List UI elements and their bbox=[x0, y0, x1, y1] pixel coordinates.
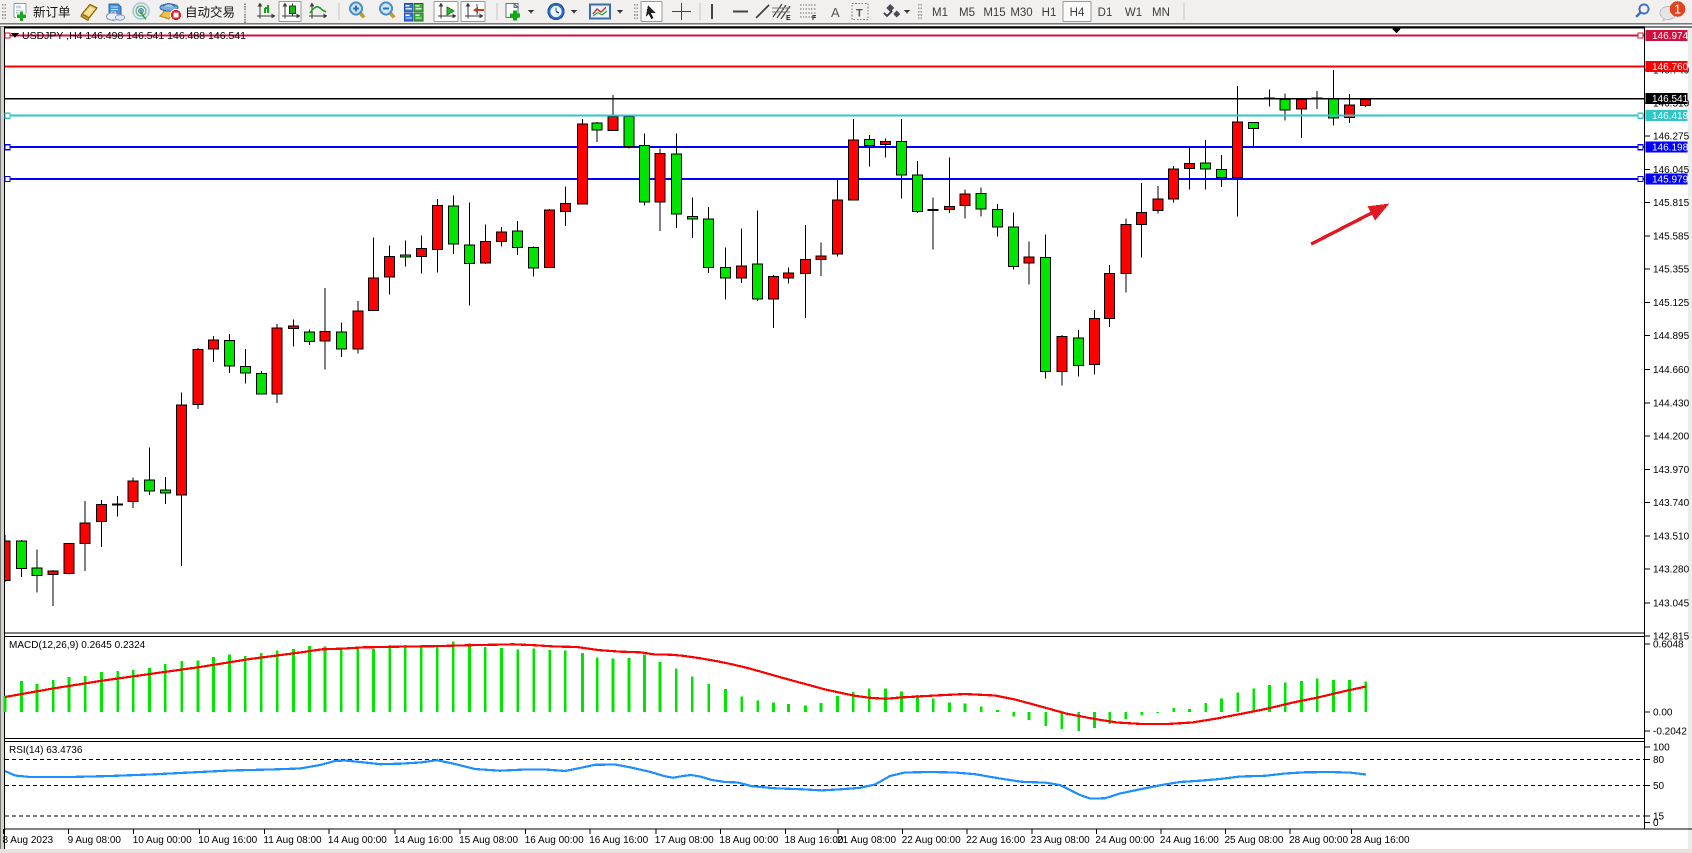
svg-text:28 Aug 00:00: 28 Aug 00:00 bbox=[1289, 835, 1348, 846]
svg-text:50: 50 bbox=[1653, 781, 1665, 792]
svg-text:80: 80 bbox=[1653, 755, 1665, 766]
svg-text:新订单: 新订单 bbox=[33, 5, 71, 20]
svg-text:145.815: 145.815 bbox=[1653, 198, 1690, 209]
svg-text:E: E bbox=[786, 15, 791, 22]
svg-text:1: 1 bbox=[1674, 2, 1681, 17]
svg-text:H4: H4 bbox=[1070, 7, 1085, 19]
svg-text:H1: H1 bbox=[1042, 7, 1057, 19]
svg-text:D1: D1 bbox=[1098, 7, 1113, 19]
svg-text:MACD(12,26,9) 0.2645 0.2324: MACD(12,26,9) 0.2645 0.2324 bbox=[9, 640, 146, 651]
svg-text:15: 15 bbox=[1653, 812, 1665, 823]
svg-text:146.198: 146.198 bbox=[1652, 143, 1689, 154]
svg-text:28 Aug 16:00: 28 Aug 16:00 bbox=[1351, 835, 1410, 846]
svg-text:144.200: 144.200 bbox=[1653, 432, 1690, 443]
svg-text:A: A bbox=[831, 5, 840, 20]
svg-text:0: 0 bbox=[1653, 818, 1659, 829]
svg-text:143.280: 143.280 bbox=[1653, 565, 1690, 576]
svg-text:23 Aug 08:00: 23 Aug 08:00 bbox=[1031, 835, 1090, 846]
svg-text:100: 100 bbox=[1653, 743, 1670, 754]
svg-text:145.979: 145.979 bbox=[1652, 175, 1689, 186]
svg-text:自动交易: 自动交易 bbox=[185, 5, 235, 20]
svg-text:MN: MN bbox=[1152, 7, 1170, 19]
svg-text:22 Aug 00:00: 22 Aug 00:00 bbox=[902, 835, 961, 846]
svg-text:146.510: 146.510 bbox=[1653, 99, 1690, 110]
svg-text:145.125: 145.125 bbox=[1653, 298, 1690, 309]
svg-text:25 Aug 08:00: 25 Aug 08:00 bbox=[1225, 835, 1284, 846]
svg-text:M5: M5 bbox=[959, 7, 975, 19]
svg-text:24 Aug 00:00: 24 Aug 00:00 bbox=[1095, 835, 1154, 846]
svg-text:145.585: 145.585 bbox=[1653, 231, 1690, 242]
svg-text:17 Aug 08:00: 17 Aug 08:00 bbox=[655, 835, 714, 846]
svg-text:144.895: 144.895 bbox=[1653, 331, 1690, 342]
svg-text:9 Aug 08:00: 9 Aug 08:00 bbox=[68, 835, 122, 846]
svg-text:14 Aug 00:00: 14 Aug 00:00 bbox=[328, 835, 387, 846]
svg-text:22 Aug 16:00: 22 Aug 16:00 bbox=[966, 835, 1025, 846]
svg-text:146.418: 146.418 bbox=[1652, 111, 1689, 122]
svg-text:11 Aug 08:00: 11 Aug 08:00 bbox=[263, 835, 322, 846]
svg-text:18 Aug 00:00: 18 Aug 00:00 bbox=[719, 835, 778, 846]
svg-text:143.970: 143.970 bbox=[1653, 465, 1690, 476]
svg-text:146.045: 146.045 bbox=[1653, 165, 1690, 176]
svg-text:10 Aug 00:00: 10 Aug 00:00 bbox=[133, 835, 192, 846]
svg-text:M30: M30 bbox=[1010, 7, 1032, 19]
svg-text:USDJPY ,H4 146.498 146.541 14: USDJPY ,H4 146.498 146.541 146.488 146.5… bbox=[22, 30, 246, 42]
svg-text:0.00: 0.00 bbox=[1653, 708, 1673, 719]
svg-text:142.815: 142.815 bbox=[1653, 632, 1690, 643]
svg-text:146.974: 146.974 bbox=[1652, 31, 1689, 42]
svg-text:M15: M15 bbox=[983, 7, 1005, 19]
svg-text:-0.2042: -0.2042 bbox=[1653, 727, 1687, 738]
svg-text:146.275: 146.275 bbox=[1653, 132, 1690, 143]
svg-text:16 Aug 16:00: 16 Aug 16:00 bbox=[589, 835, 648, 846]
svg-text:15 Aug 08:00: 15 Aug 08:00 bbox=[459, 835, 518, 846]
svg-text:144.430: 144.430 bbox=[1653, 398, 1690, 409]
svg-text:10 Aug 16:00: 10 Aug 16:00 bbox=[198, 835, 257, 846]
svg-text:143.510: 143.510 bbox=[1653, 531, 1690, 542]
svg-text:146.760: 146.760 bbox=[1652, 62, 1689, 73]
svg-text:21 Aug 08:00: 21 Aug 08:00 bbox=[837, 835, 896, 846]
svg-text:146.541: 146.541 bbox=[1652, 94, 1689, 105]
svg-text:18 Aug 16:00: 18 Aug 16:00 bbox=[785, 835, 844, 846]
svg-text:14 Aug 16:00: 14 Aug 16:00 bbox=[394, 835, 453, 846]
svg-text:W1: W1 bbox=[1125, 7, 1142, 19]
svg-text:M1: M1 bbox=[932, 7, 948, 19]
svg-text:T: T bbox=[856, 8, 863, 20]
svg-text:143.045: 143.045 bbox=[1653, 599, 1690, 610]
svg-text:24 Aug 16:00: 24 Aug 16:00 bbox=[1160, 835, 1219, 846]
svg-text:0.6048: 0.6048 bbox=[1653, 640, 1684, 651]
svg-text:8 Aug 2023: 8 Aug 2023 bbox=[3, 835, 54, 846]
svg-text:144.660: 144.660 bbox=[1653, 365, 1690, 376]
svg-text:16 Aug 00:00: 16 Aug 00:00 bbox=[525, 835, 584, 846]
svg-text:F: F bbox=[812, 15, 817, 22]
svg-text:RSI(14) 63.4736: RSI(14) 63.4736 bbox=[9, 745, 83, 756]
svg-text:145.355: 145.355 bbox=[1653, 265, 1690, 276]
svg-text:143.740: 143.740 bbox=[1653, 498, 1690, 509]
